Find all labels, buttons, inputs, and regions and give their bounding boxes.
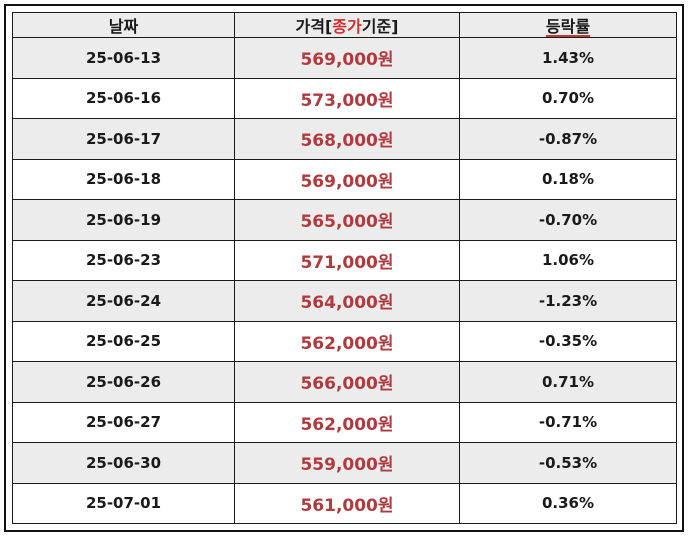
- date-cell: 25-07-01: [12, 482, 235, 524]
- date-cell: 25-06-13: [12, 37, 235, 79]
- date-cell: 25-06-23: [12, 239, 235, 281]
- table-row: 25-06-13 569,000원 1.43%: [12, 37, 677, 79]
- table-row: 25-06-24 564,000원 -1.23%: [12, 280, 677, 322]
- date-cell: 25-06-26: [12, 361, 235, 403]
- price-cell: 568,000원: [234, 118, 460, 160]
- date-cell: 25-06-17: [12, 118, 235, 160]
- header-price-prefix: 가격[: [295, 17, 333, 36]
- table-row: 25-06-18 569,000원 0.18%: [12, 158, 677, 200]
- table-frame: 날짜 가격[종가기준] 등락률 25-06-13 569,000원 1.43% …: [4, 4, 684, 532]
- rate-cell: -1.23%: [459, 280, 677, 322]
- header-date: 날짜: [12, 12, 235, 38]
- price-cell: 562,000원: [234, 401, 460, 443]
- date-cell: 25-06-16: [12, 77, 235, 119]
- table-row: 25-06-26 566,000원 0.71%: [12, 361, 677, 403]
- price-cell: 559,000원: [234, 442, 460, 484]
- rate-cell: -0.87%: [459, 118, 677, 160]
- table-header-row: 날짜 가격[종가기준] 등락률: [12, 12, 677, 38]
- table-row: 25-06-17 568,000원 -0.87%: [12, 118, 677, 160]
- date-cell: 25-06-30: [12, 442, 235, 484]
- header-rate: 등락률: [459, 12, 677, 38]
- price-cell: 561,000원: [234, 482, 460, 524]
- rate-cell: 0.18%: [459, 158, 677, 200]
- date-cell: 25-06-18: [12, 158, 235, 200]
- price-cell: 573,000원: [234, 77, 460, 119]
- rate-cell: 0.36%: [459, 482, 677, 524]
- rate-cell: -0.71%: [459, 401, 677, 443]
- header-price-highlight: 종가: [332, 17, 362, 36]
- price-cell: 569,000원: [234, 158, 460, 200]
- header-price: 가격[종가기준]: [234, 12, 460, 38]
- rate-cell: 0.70%: [459, 77, 677, 119]
- rate-cell: 1.06%: [459, 239, 677, 281]
- stock-price-table: 날짜 가격[종가기준] 등락률 25-06-13 569,000원 1.43% …: [12, 12, 677, 524]
- header-rate-label: 등락률: [545, 17, 591, 36]
- table-row: 25-07-01 561,000원 0.36%: [12, 482, 677, 524]
- table-row: 25-06-27 562,000원 -0.71%: [12, 401, 677, 443]
- table-row: 25-06-16 573,000원 0.70%: [12, 77, 677, 119]
- header-price-suffix: 기준]: [361, 17, 399, 36]
- rate-cell: -0.35%: [459, 320, 677, 362]
- rate-cell: 1.43%: [459, 37, 677, 79]
- table-row: 25-06-25 562,000원 -0.35%: [12, 320, 677, 362]
- header-date-label: 날짜: [108, 17, 139, 36]
- rate-cell: -0.53%: [459, 442, 677, 484]
- price-cell: 564,000원: [234, 280, 460, 322]
- price-cell: 562,000원: [234, 320, 460, 362]
- date-cell: 25-06-19: [12, 199, 235, 241]
- table-row: 25-06-30 559,000원 -0.53%: [12, 442, 677, 484]
- price-cell: 566,000원: [234, 361, 460, 403]
- price-cell: 571,000원: [234, 239, 460, 281]
- table-row: 25-06-19 565,000원 -0.70%: [12, 199, 677, 241]
- date-cell: 25-06-27: [12, 401, 235, 443]
- rate-cell: 0.71%: [459, 361, 677, 403]
- table-row: 25-06-23 571,000원 1.06%: [12, 239, 677, 281]
- rate-cell: -0.70%: [459, 199, 677, 241]
- price-cell: 569,000원: [234, 37, 460, 79]
- price-cell: 565,000원: [234, 199, 460, 241]
- date-cell: 25-06-24: [12, 280, 235, 322]
- date-cell: 25-06-25: [12, 320, 235, 362]
